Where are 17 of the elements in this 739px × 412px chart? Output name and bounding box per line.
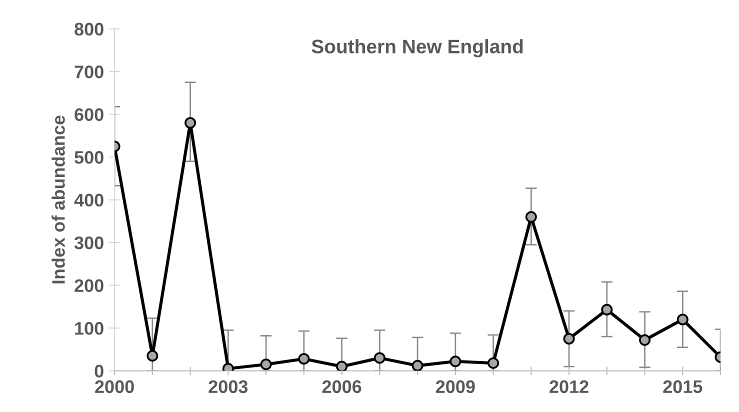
y-tick-label: 300 xyxy=(74,236,104,250)
y-tick-label: 600 xyxy=(74,108,104,122)
y-tick-label: 800 xyxy=(74,22,104,36)
y-tick-label: 500 xyxy=(74,151,104,164)
x-tick-label: 2012 xyxy=(550,380,588,394)
chart-title: Southern New England xyxy=(312,39,523,58)
x-tick-label: 2000 xyxy=(95,380,134,394)
y-tick-label: 200 xyxy=(74,279,104,292)
x-tick-label: 2009 xyxy=(436,380,475,394)
y-tick-label: 400 xyxy=(74,194,104,207)
y-tick-label: 100 xyxy=(75,322,104,335)
x-tick-label: 2006 xyxy=(322,380,362,394)
y-tick-label: 700 xyxy=(74,66,104,78)
y-tick-label: 0 xyxy=(94,364,104,378)
x-tick-label: 2015 xyxy=(663,380,702,394)
x-tick-label: 2003 xyxy=(208,380,248,394)
y-axis-title: Index of abundance xyxy=(52,116,65,284)
